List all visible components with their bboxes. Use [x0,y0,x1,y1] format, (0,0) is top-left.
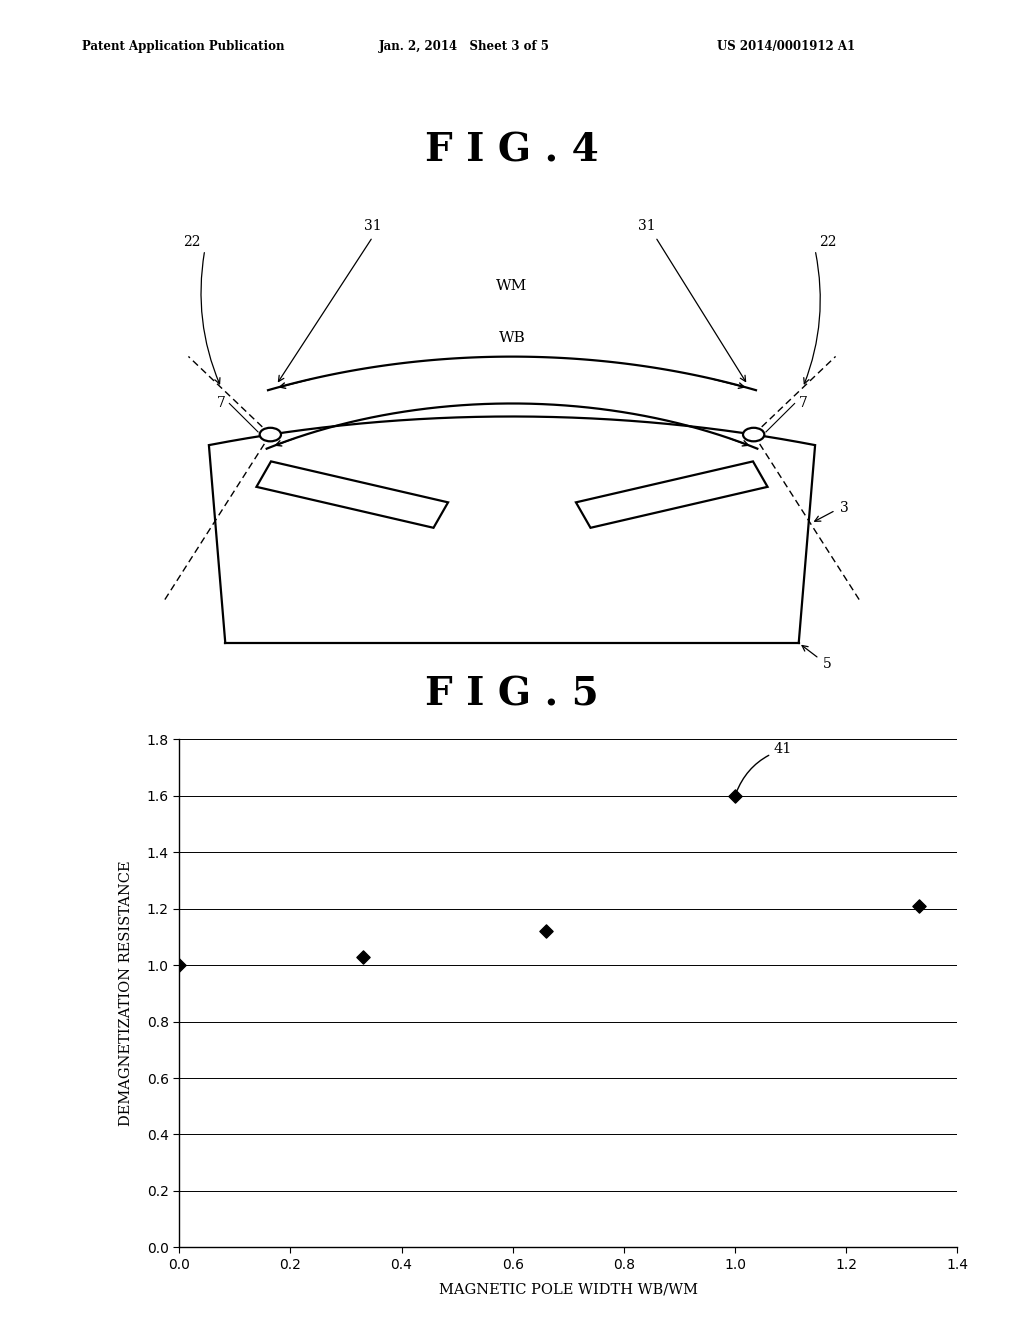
Circle shape [743,428,764,441]
Text: Jan. 2, 2014   Sheet 3 of 5: Jan. 2, 2014 Sheet 3 of 5 [379,40,550,53]
Text: 7: 7 [216,396,225,411]
Text: 31: 31 [364,219,382,234]
Circle shape [260,428,281,441]
Text: 5: 5 [823,657,833,671]
Y-axis label: DEMAGNETIZATION RESISTANCE: DEMAGNETIZATION RESISTANCE [119,861,133,1126]
Text: 22: 22 [819,235,837,249]
Point [910,895,927,916]
Point [538,920,554,941]
Text: F I G . 4: F I G . 4 [425,132,599,170]
Text: WB: WB [499,331,525,346]
Text: 22: 22 [183,235,201,249]
Text: 7: 7 [799,396,808,411]
X-axis label: MAGNETIC POLE WIDTH WB/WM: MAGNETIC POLE WIDTH WB/WM [439,1283,697,1298]
Text: F I G . 5: F I G . 5 [425,676,599,714]
Point [171,954,187,975]
Text: 41: 41 [736,742,793,793]
Text: 31: 31 [638,219,656,234]
Point [354,946,371,968]
Text: WM: WM [497,280,527,293]
Point [727,785,743,807]
Text: US 2014/0001912 A1: US 2014/0001912 A1 [717,40,855,53]
Text: 3: 3 [840,500,849,515]
Text: Patent Application Publication: Patent Application Publication [82,40,285,53]
